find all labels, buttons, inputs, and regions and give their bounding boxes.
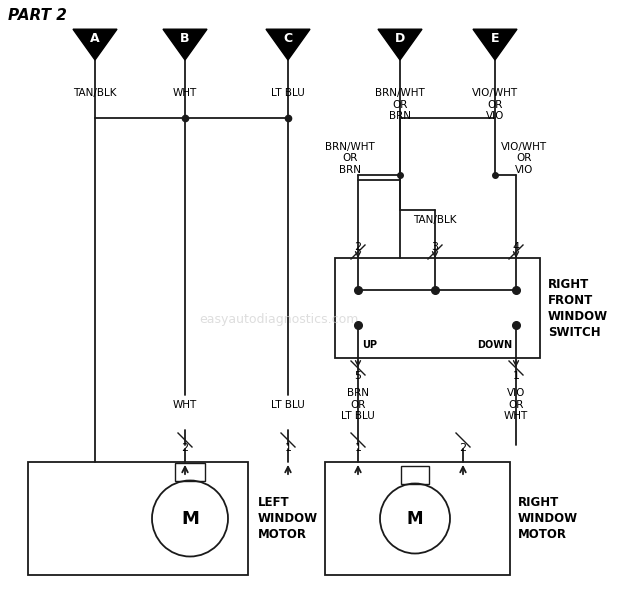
Text: 1: 1	[512, 371, 520, 381]
Text: A: A	[90, 31, 100, 44]
Text: VIO/WHT
OR
VIO: VIO/WHT OR VIO	[501, 142, 547, 175]
Text: 2: 2	[182, 443, 188, 453]
Text: D: D	[395, 31, 405, 44]
Bar	[175, 463, 205, 481]
Text: DOWN: DOWN	[477, 340, 512, 350]
Polygon shape	[163, 29, 207, 60]
Text: LT BLU: LT BLU	[271, 400, 305, 410]
Text: 2: 2	[355, 242, 362, 252]
Polygon shape	[473, 29, 517, 60]
Text: RIGHT
FRONT
WINDOW
SWITCH: RIGHT FRONT WINDOW SWITCH	[548, 277, 608, 338]
Bar	[335, 258, 540, 358]
Text: 1: 1	[284, 443, 292, 453]
Text: WHT: WHT	[173, 88, 197, 98]
Polygon shape	[73, 29, 117, 60]
Text: B: B	[180, 31, 190, 44]
Text: 4: 4	[512, 242, 520, 252]
Text: RIGHT
WINDOW
MOTOR: RIGHT WINDOW MOTOR	[518, 496, 578, 541]
Text: LEFT
WINDOW
MOTOR: LEFT WINDOW MOTOR	[258, 496, 318, 541]
Polygon shape	[266, 29, 310, 60]
Text: C: C	[284, 31, 292, 44]
Text: M: M	[407, 509, 423, 527]
Text: UP: UP	[362, 340, 377, 350]
Text: VIO/WHT
OR
VIO: VIO/WHT OR VIO	[472, 88, 518, 121]
Polygon shape	[378, 29, 422, 60]
Bar	[325, 462, 510, 575]
Text: BRN/WHT
OR
BRN: BRN/WHT OR BRN	[325, 142, 375, 175]
Text: 3: 3	[431, 242, 439, 252]
Text: TAN/BLK: TAN/BLK	[74, 88, 117, 98]
Text: M: M	[181, 509, 199, 527]
Bar	[401, 466, 429, 484]
Text: E: E	[491, 31, 499, 44]
Text: TAN/BLK: TAN/BLK	[413, 215, 457, 225]
Text: 2: 2	[459, 443, 467, 453]
Text: 1: 1	[355, 443, 362, 453]
Text: easyautodiagnostics.com: easyautodiagnostics.com	[200, 313, 358, 326]
Text: WHT: WHT	[173, 400, 197, 410]
Text: LT BLU: LT BLU	[271, 88, 305, 98]
Text: BRN/WHT
OR
BRN: BRN/WHT OR BRN	[375, 88, 425, 121]
Text: PART 2: PART 2	[8, 8, 67, 23]
Text: 5: 5	[355, 371, 362, 381]
Text: BRN
OR
LT BLU: BRN OR LT BLU	[341, 388, 375, 421]
Bar	[28, 462, 248, 575]
Text: VIO
OR
WHT: VIO OR WHT	[504, 388, 528, 421]
